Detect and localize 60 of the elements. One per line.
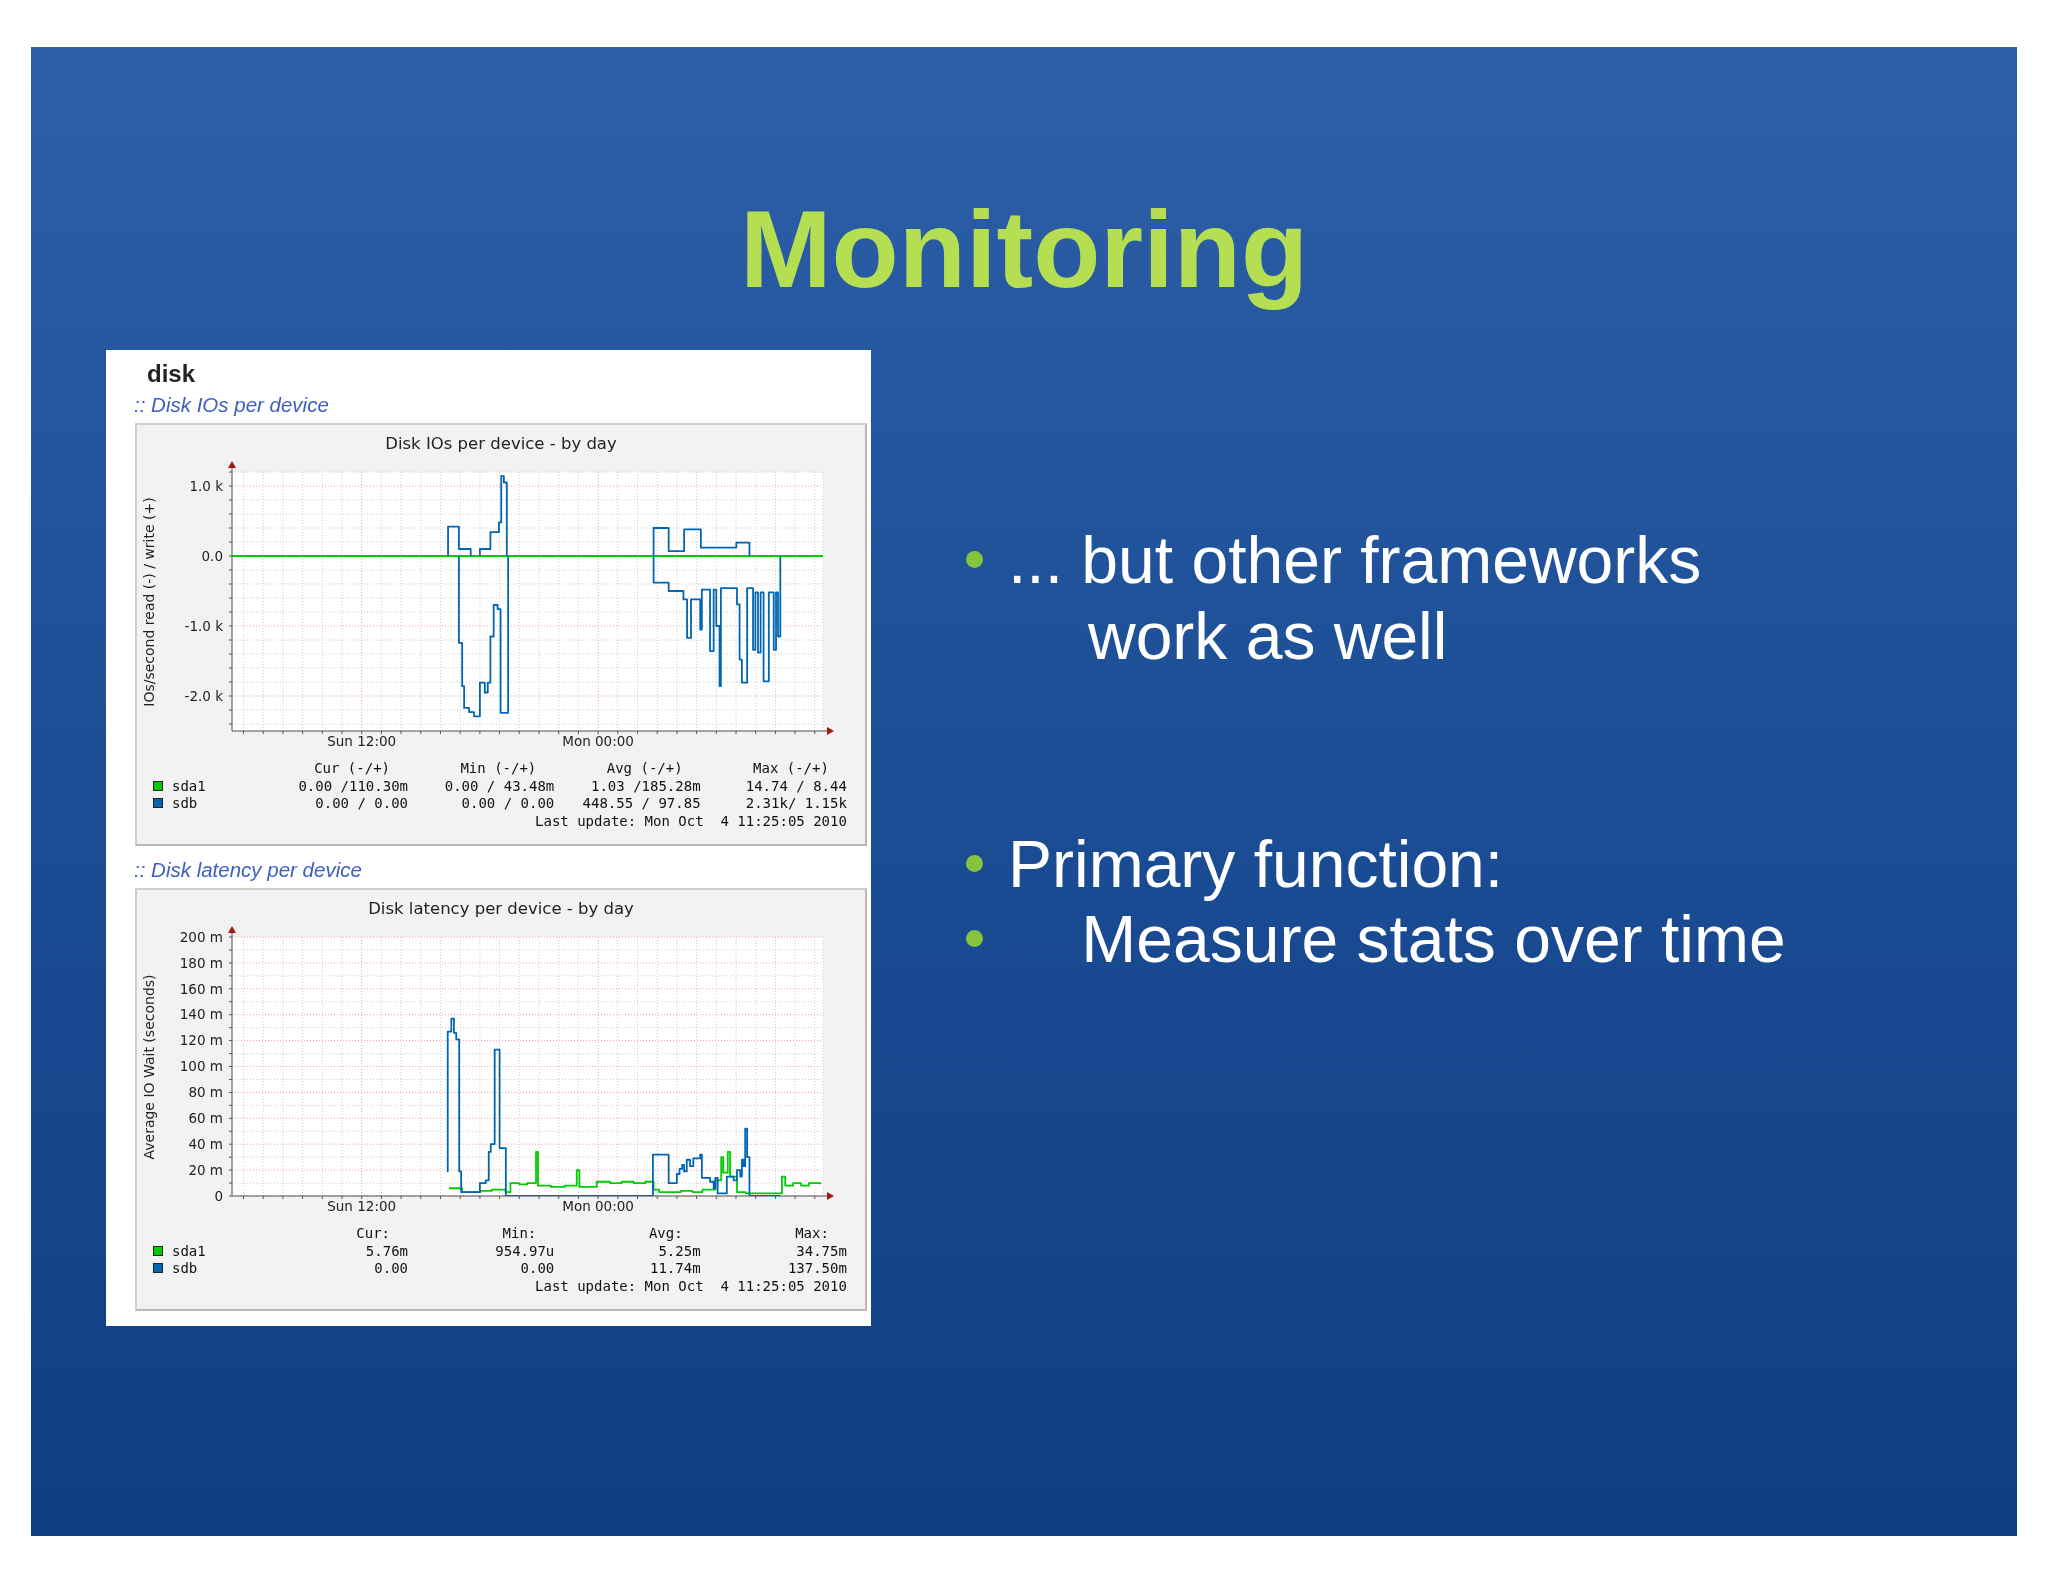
y-tick-label: 0 (214, 1187, 223, 1204)
y-tick-label: 60 m (188, 1110, 223, 1127)
y-tick-label: -2.0 k (184, 687, 224, 704)
text: 5.76m (365, 1242, 408, 1259)
y-tick-label: 120 m (179, 1032, 223, 1049)
y-tick-label: 200 m (179, 928, 223, 945)
y-tick-label: 20 m (188, 1161, 223, 1178)
y-axis-title: IOs/second read (-) / write (+) (141, 496, 157, 707)
chart-title: Disk IOs per device - by day (385, 434, 617, 453)
text: 0.00 (520, 1260, 555, 1276)
text: Cur (-/+) (314, 760, 390, 776)
y-tick-label: 1.0 k (189, 477, 224, 494)
x-tick-label: Mon 00:00 (562, 732, 634, 749)
text: 448.55 / 97.85 (582, 795, 701, 811)
text: 34.75m (796, 1242, 847, 1259)
y-axis-title: Average IO Wait (seconds) (141, 973, 157, 1160)
chart-title: Disk latency per device - by day (368, 899, 634, 918)
chart-subtitle: :: Disk latency per device (134, 858, 362, 881)
x-tick-label: Sun 12:00 (327, 732, 397, 749)
text: Min: (502, 1225, 537, 1241)
text: 0.00 /110.30m (298, 777, 408, 794)
text: 0.00 / 0.00 (315, 795, 408, 811)
text: ... but other frameworks work as well (1008, 523, 1703, 673)
y-tick-label: 80 m (188, 1084, 223, 1101)
x-tick-label: Sun 12:00 (327, 1197, 397, 1214)
legend-label: sda1 (172, 777, 206, 794)
text: Last update: Mon Oct 4 11:25:05 2010 (535, 1277, 847, 1294)
text: 954.97u (495, 1242, 555, 1259)
legend-label: sdb (172, 795, 198, 811)
text: 0.00 (374, 1260, 408, 1276)
legend-label: sdb (172, 1260, 198, 1276)
y-tick-label: 40 m (188, 1135, 223, 1152)
y-tick-label: 160 m (179, 980, 223, 997)
chart-subtitle: :: Disk IOs per device (134, 393, 329, 416)
y-tick-label: 180 m (179, 954, 223, 971)
text: 0.00 / 43.48m (444, 777, 555, 794)
text: Avg: (648, 1225, 683, 1241)
y-tick-label: 140 m (179, 1006, 223, 1023)
text: Avg (-/+) (606, 760, 683, 776)
text: disk (147, 360, 196, 387)
legend-label: sda1 (172, 1242, 206, 1259)
text: 2.31k/ 1.15k (745, 795, 847, 811)
text: Monitoring (739, 187, 1309, 310)
text: Min (-/+) (460, 760, 537, 776)
x-tick-label: Mon 00:00 (562, 1197, 634, 1214)
text: 5.25m (658, 1242, 701, 1259)
y-tick-label: -1.0 k (184, 617, 224, 634)
text: Primary function: (1008, 827, 1504, 901)
text: Measure stats over time (1080, 902, 1786, 976)
text: 0.00 / 0.00 (461, 795, 555, 811)
text: Last update: Mon Oct 4 11:25:05 2010 (535, 812, 847, 829)
text: 14.74 / 8.44 (745, 777, 847, 794)
y-tick-label: 0.0 (201, 547, 223, 564)
text: Max: (795, 1225, 829, 1241)
y-tick-label: 100 m (179, 1058, 223, 1075)
text: 11.74m (650, 1260, 701, 1276)
text: Max (-/+) (753, 760, 829, 776)
text: 137.50m (787, 1260, 847, 1276)
text: Cur: (356, 1225, 390, 1241)
text: 1.03 /185.28m (591, 777, 701, 794)
